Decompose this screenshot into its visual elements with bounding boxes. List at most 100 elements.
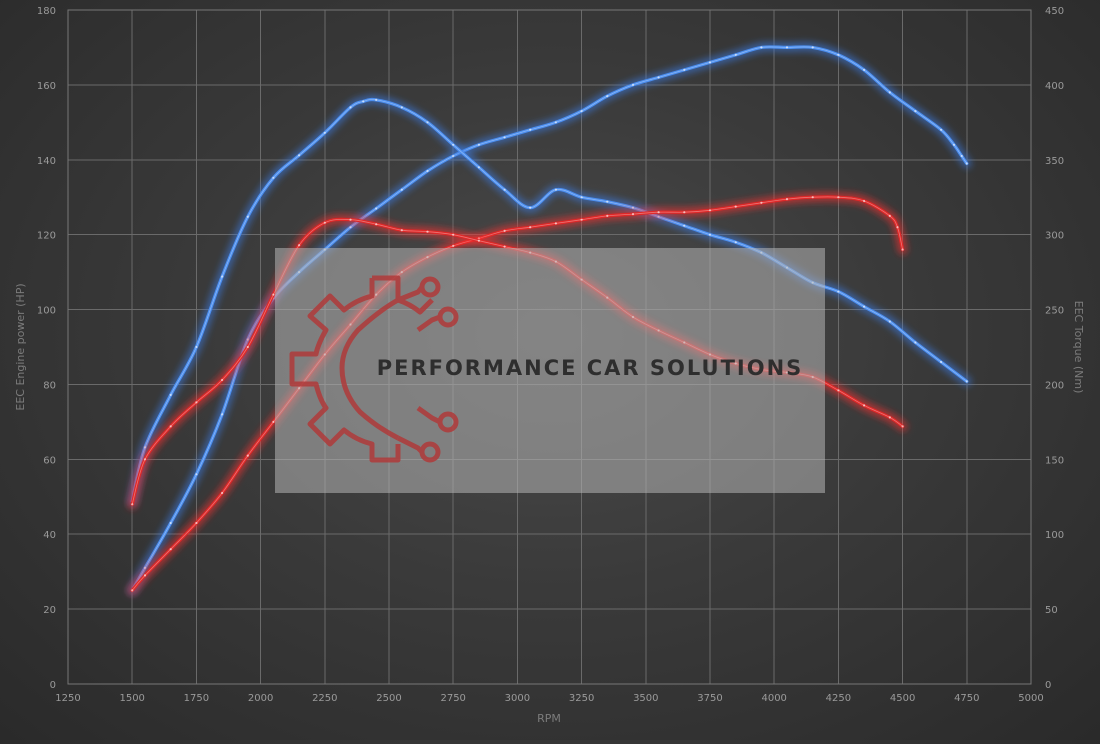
data-point — [221, 491, 224, 495]
x-tick-label: 4500 — [890, 693, 915, 704]
y-right-tick-label: 100 — [1045, 530, 1064, 541]
data-point — [554, 222, 558, 225]
data-point — [914, 341, 917, 344]
y-left-tick-label: 120 — [37, 231, 56, 242]
data-point — [896, 226, 899, 229]
data-point — [477, 143, 480, 146]
data-point — [837, 290, 840, 293]
y-right-tick-label: 250 — [1045, 306, 1064, 317]
y-right-tick-label: 50 — [1045, 605, 1058, 616]
data-point — [375, 223, 378, 226]
data-point — [131, 589, 134, 592]
data-point — [631, 83, 635, 86]
data-point — [169, 548, 172, 551]
plot-frame — [67, 9, 1032, 685]
data-point — [811, 46, 814, 49]
data-point — [298, 154, 301, 157]
series-stock-power — [127, 191, 908, 596]
data-point — [529, 226, 532, 229]
watermark-text: PERFORMANCE CAR SOLUTIONS — [377, 356, 804, 380]
y-left-tick-label: 140 — [37, 156, 56, 167]
x-tick-label: 2000 — [248, 693, 273, 704]
data-point — [169, 393, 172, 396]
data-point — [477, 239, 480, 242]
data-point — [952, 143, 956, 146]
y-left-tick-label: 40 — [43, 530, 56, 541]
y-left-tick-label: 60 — [43, 455, 56, 466]
x-tick-label: 2250 — [312, 693, 337, 704]
x-tick-label: 3750 — [697, 693, 722, 704]
data-point — [503, 136, 506, 139]
data-point — [785, 46, 789, 49]
data-point — [195, 401, 198, 404]
data-point — [631, 206, 635, 209]
data-point — [683, 211, 686, 214]
gear-circuit-logo-icon — [289, 275, 459, 463]
data-point — [580, 110, 583, 113]
y-left-tick-label: 20 — [43, 605, 56, 616]
y-right-tick-label: 200 — [1045, 380, 1064, 391]
data-point — [452, 233, 455, 236]
x-tick-label: 2500 — [376, 693, 401, 704]
data-point — [863, 404, 866, 407]
data-point — [221, 275, 224, 278]
data-point — [400, 106, 403, 109]
x-tick-label: 2750 — [440, 693, 465, 704]
data-point — [940, 360, 943, 364]
data-point — [195, 521, 198, 525]
y-right-axis-title: EEC Torque (Nm) — [1072, 301, 1085, 394]
data-point — [400, 229, 403, 232]
data-point — [272, 176, 275, 179]
data-point — [734, 241, 737, 244]
y-right-tick-label: 0 — [1045, 680, 1051, 691]
data-point — [323, 131, 326, 134]
data-point — [708, 61, 712, 64]
data-point — [965, 162, 968, 165]
data-point — [452, 154, 455, 158]
data-point — [888, 91, 891, 94]
data-point — [554, 188, 558, 191]
data-point — [349, 226, 352, 229]
data-point — [272, 293, 275, 296]
data-point — [760, 201, 763, 204]
data-point — [400, 188, 403, 191]
watermark-panel — [275, 248, 825, 493]
data-point — [657, 76, 660, 79]
x-tick-label: 1250 — [55, 693, 80, 704]
data-point — [888, 320, 891, 323]
data-point — [888, 214, 891, 217]
data-point — [683, 68, 686, 71]
data-point — [349, 106, 352, 109]
data-point — [863, 305, 866, 308]
data-point — [503, 188, 506, 191]
data-point — [760, 46, 763, 49]
data-point — [580, 218, 583, 221]
data-point — [195, 473, 198, 476]
data-point — [272, 420, 275, 423]
x-tick-label: 3000 — [505, 693, 530, 704]
data-point — [246, 215, 249, 218]
x-tick-label: 1500 — [119, 693, 144, 704]
y-left-tick-label: 160 — [37, 81, 56, 92]
data-point — [631, 213, 635, 216]
data-point — [375, 98, 378, 101]
data-point — [452, 244, 455, 247]
watermark: PERFORMANCE CAR SOLUTIONS — [275, 248, 825, 493]
data-point — [195, 345, 198, 349]
y-right-tick-label: 300 — [1045, 231, 1064, 242]
y-left-tick-label: 0 — [50, 680, 56, 691]
data-point — [221, 378, 224, 382]
data-point — [426, 169, 429, 173]
data-point — [837, 53, 840, 57]
x-tick-label: 5000 — [1018, 693, 1043, 704]
data-point — [477, 166, 480, 169]
data-point — [606, 200, 609, 203]
data-point — [349, 218, 352, 221]
data-point — [811, 196, 814, 199]
data-point — [452, 143, 455, 146]
data-point — [837, 196, 840, 199]
data-point — [298, 244, 301, 247]
data-point — [529, 206, 532, 209]
data-point — [221, 413, 224, 416]
data-point — [554, 121, 558, 124]
